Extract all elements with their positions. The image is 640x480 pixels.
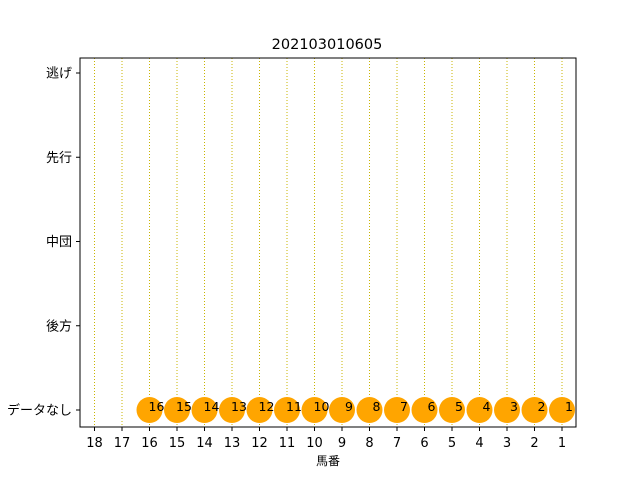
data-point-label: 5 xyxy=(455,399,463,414)
x-tick-label: 12 xyxy=(251,436,268,451)
data-point-label: 15 xyxy=(176,399,192,414)
data-point-label: 10 xyxy=(314,399,330,414)
data-point-label: 4 xyxy=(483,399,491,414)
data-point xyxy=(329,397,355,423)
data-point-label: 14 xyxy=(204,399,220,414)
y-axis-ticks: データなし 後方 中団 先行 逃げ xyxy=(7,67,80,419)
chart-title: 202103010605 xyxy=(272,37,383,53)
y-tick-label: 後方 xyxy=(46,318,72,334)
data-point xyxy=(301,397,328,423)
data-point xyxy=(494,397,520,423)
x-tick-label: 5 xyxy=(448,436,456,451)
data-points: 16 15 14 13 12 11 10 9 8 7 6 5 4 3 2 1 xyxy=(136,397,575,423)
x-tick-label: 17 xyxy=(114,436,131,451)
y-tick-label: 中団 xyxy=(46,235,72,250)
data-point xyxy=(521,397,548,423)
x-tick-label: 10 xyxy=(306,436,323,451)
x-axis-ticks: 18 17 16 15 14 13 12 11 10 9 8 7 6 5 4 3 2 1 xyxy=(86,427,566,451)
x-tick-label: 7 xyxy=(393,436,401,451)
data-point xyxy=(246,397,273,423)
x-tick-label: 16 xyxy=(141,436,158,451)
data-point-label: 6 xyxy=(428,399,436,414)
x-axis-label: 馬番 xyxy=(316,454,340,468)
data-point-label: 9 xyxy=(345,399,353,414)
x-tick-label: 3 xyxy=(503,436,511,451)
y-tick-label: 逃げ xyxy=(46,67,72,82)
x-tick-label: 14 xyxy=(196,436,213,451)
data-point xyxy=(439,397,465,423)
data-point xyxy=(384,397,410,423)
x-tick-label: 8 xyxy=(365,436,373,451)
y-tick-label: データなし xyxy=(7,403,72,419)
x-tick-label: 6 xyxy=(420,436,428,451)
data-point xyxy=(136,397,163,423)
plot-frame xyxy=(79,57,577,428)
x-tick-label: 9 xyxy=(338,436,346,451)
data-point xyxy=(274,397,300,423)
x-tick-label: 4 xyxy=(475,436,483,451)
y-tick-label: 先行 xyxy=(46,151,72,166)
data-point-label: 3 xyxy=(510,399,518,414)
x-tick-label: 1 xyxy=(558,436,566,451)
data-point xyxy=(356,397,383,423)
grid-lines xyxy=(94,58,563,427)
x-tick-label: 11 xyxy=(279,436,296,451)
x-tick-label: 15 xyxy=(169,436,186,451)
data-point-label: 12 xyxy=(259,399,275,414)
x-tick-label: 13 xyxy=(224,436,241,451)
data-point-label: 13 xyxy=(231,399,247,414)
data-point xyxy=(219,397,245,423)
data-point xyxy=(191,397,218,423)
x-tick-label: 2 xyxy=(530,436,538,451)
data-point-label: 7 xyxy=(400,399,408,414)
data-point xyxy=(164,397,190,423)
data-point-label: 2 xyxy=(538,399,546,414)
data-point xyxy=(549,397,575,423)
x-tick-label: 18 xyxy=(86,436,103,451)
data-point xyxy=(466,397,493,423)
data-point-label: 8 xyxy=(373,399,381,414)
data-point-label: 1 xyxy=(565,399,573,414)
data-point-label: 16 xyxy=(149,399,165,414)
data-point xyxy=(411,397,438,423)
data-point-label: 11 xyxy=(286,399,302,414)
